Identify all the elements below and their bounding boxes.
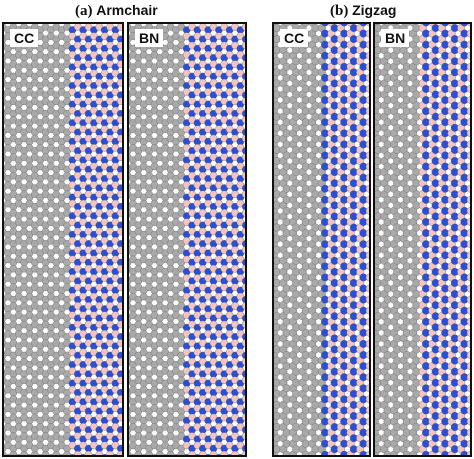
atoms xyxy=(4,24,122,455)
atoms xyxy=(129,24,245,455)
armchair-cc-lattice xyxy=(4,24,122,455)
panel-b-letter: (b) xyxy=(330,3,349,19)
subpanel-label: BN xyxy=(135,29,164,47)
subpanel-label: CC xyxy=(10,29,39,47)
zigzag-bn-lattice xyxy=(375,24,470,455)
panel-b-heading: Zigzag xyxy=(352,2,397,18)
subpanel-label: BN xyxy=(381,29,410,47)
panel-a-letter: (a) xyxy=(75,3,93,19)
subpanel-label: CC xyxy=(280,29,309,47)
panel-b-title: (b) Zigzag xyxy=(330,0,396,20)
panel-a-heading: Armchair xyxy=(96,2,158,18)
armchair-bn-panel: BN xyxy=(127,22,247,457)
armchair-bn-lattice xyxy=(129,24,245,455)
atoms xyxy=(274,24,369,455)
zigzag-cc-panel: CC xyxy=(272,22,371,457)
zigzag-bn-panel: BN xyxy=(373,22,472,457)
panel-a-title: (a) Armchair xyxy=(75,0,158,20)
armchair-cc-panel: CC xyxy=(2,22,124,457)
zigzag-cc-lattice xyxy=(274,24,369,455)
atoms xyxy=(375,24,470,455)
